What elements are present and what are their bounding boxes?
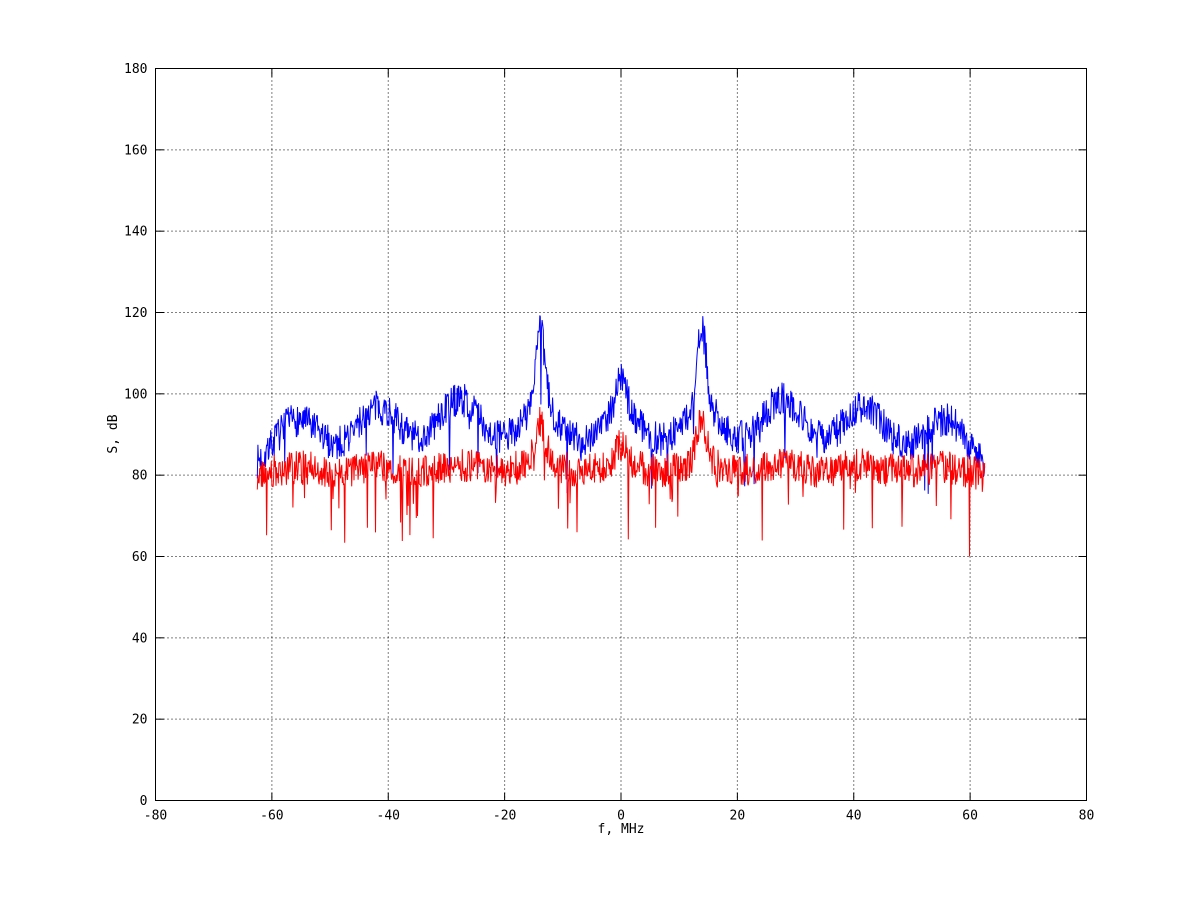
wideband-spectrum-blue-trace [256, 315, 986, 494]
x-tick-label: 20 [730, 809, 746, 824]
x-tick-label: -80 [144, 809, 167, 824]
x-tick-label: 0 [617, 809, 625, 824]
series-traces [256, 315, 986, 557]
y-axis-label: S, dB [106, 414, 121, 453]
y-tick-label: 0 [140, 794, 148, 809]
y-tick-label: 80 [132, 469, 148, 484]
noise-floor-spectrum-red-trace [256, 406, 986, 557]
x-tick-label: 60 [962, 809, 978, 824]
tick-labels: -80 -60 -40 -20 0 20 40 60 80 0 20 40 60 80 100 120 140 1… [124, 62, 1094, 824]
y-tick-label: 160 [124, 143, 147, 158]
axes-box-and-ticks [155, 68, 1087, 801]
y-tick-label: 140 [124, 225, 147, 240]
y-tick-label: 40 [132, 631, 148, 646]
y-tick-label: 20 [132, 713, 148, 728]
y-tick-label: 60 [132, 550, 148, 565]
x-axis-label: f, MHz [598, 822, 645, 837]
x-tick-label: -20 [493, 809, 516, 824]
x-tick-label: 80 [1079, 809, 1095, 824]
x-tick-label: -60 [260, 809, 283, 824]
x-tick-label: -40 [377, 809, 400, 824]
y-tick-label: 180 [124, 62, 147, 77]
y-tick-label: 120 [124, 306, 147, 321]
x-tick-label: 40 [846, 809, 862, 824]
y-tick-label: 100 [124, 387, 147, 402]
